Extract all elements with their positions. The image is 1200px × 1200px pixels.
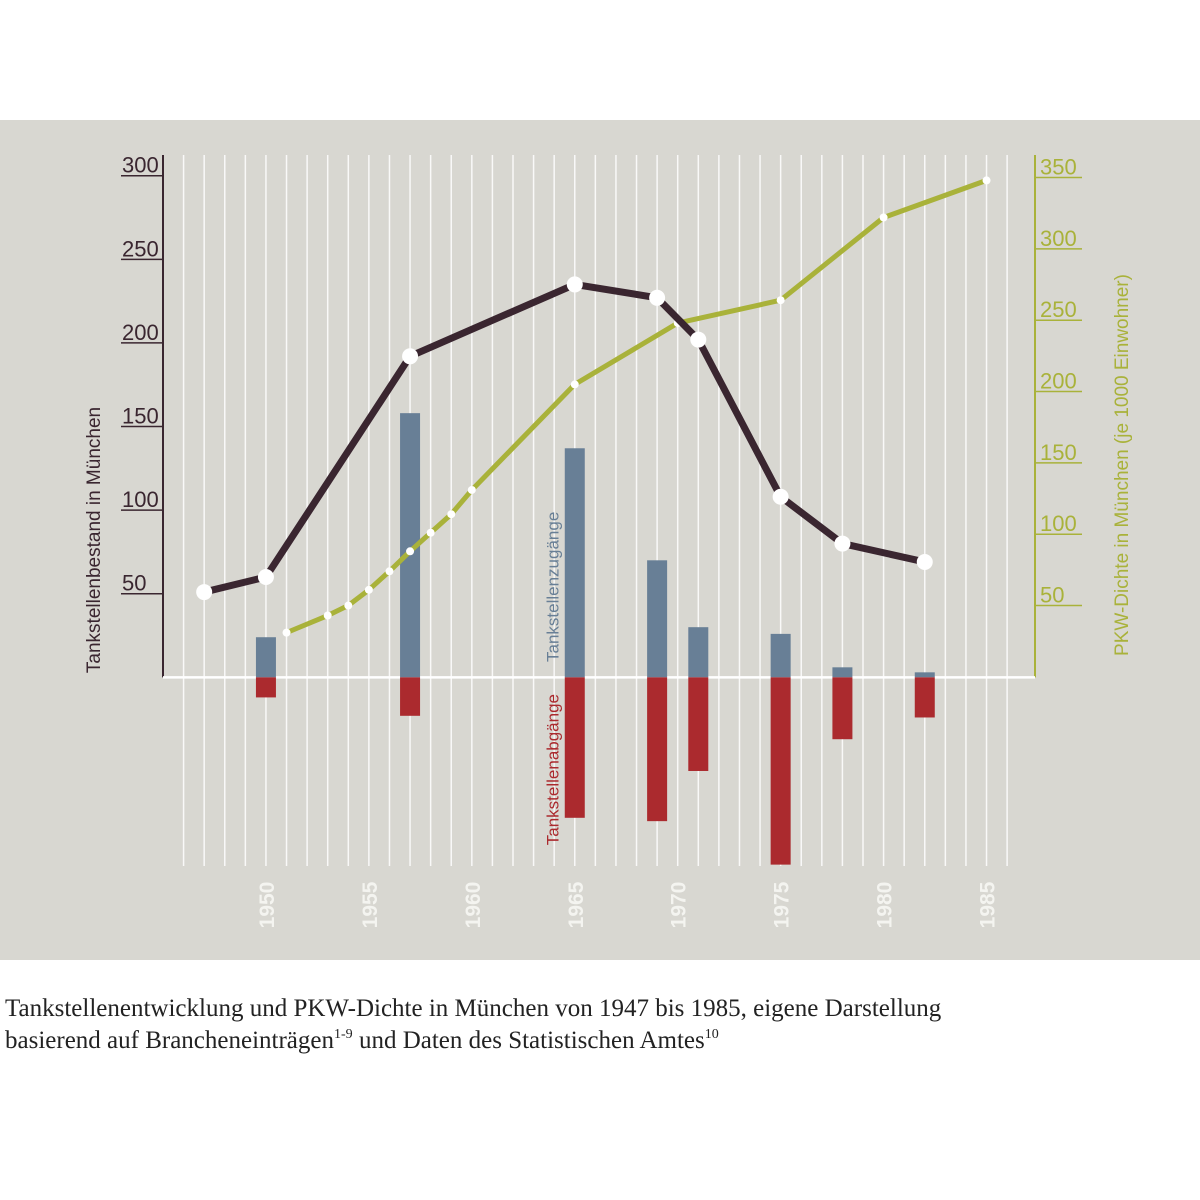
series-label: Tankstellenzugänge [543, 512, 562, 662]
point [364, 585, 373, 594]
point [834, 535, 851, 552]
bar [564, 448, 585, 678]
bar [832, 667, 853, 678]
point [690, 331, 707, 348]
caption: basierend auf Brancheneinträgen1-9 und D… [5, 1027, 719, 1054]
line [285, 178, 988, 635]
x-tick-label: 1970 [668, 882, 691, 929]
point [982, 176, 991, 185]
y2-tick-label: 300 [1040, 226, 1077, 251]
chart-background [0, 120, 1200, 960]
point [282, 628, 291, 637]
bar [564, 677, 585, 818]
bar [688, 677, 709, 771]
y-tick-label: 200 [122, 320, 159, 345]
bar [255, 637, 276, 678]
caption-text: und Daten des Statistischen Amtes [353, 1027, 705, 1054]
point [257, 569, 274, 586]
y2-axis-title: PKW-Dichte in München (je 1000 Einwohner… [1112, 274, 1133, 656]
point [426, 528, 435, 537]
point [649, 289, 666, 306]
bar [400, 413, 421, 678]
point [566, 276, 583, 293]
y-tick-label: 50 [122, 571, 146, 596]
point [402, 348, 419, 365]
bar [914, 677, 935, 718]
caption: Tankstellenentwicklung und PKW-Dichte in… [5, 995, 942, 1022]
y-tick-label: 150 [122, 404, 159, 429]
point [406, 547, 415, 556]
y2-tick-label: 350 [1040, 155, 1077, 180]
point [323, 611, 332, 620]
y2-tick-label: 200 [1040, 369, 1077, 394]
x-tick-label: 1955 [359, 881, 382, 928]
bar [255, 677, 276, 698]
x-tick-label: 1950 [256, 882, 279, 929]
bar [832, 677, 853, 740]
bar [770, 633, 791, 678]
point [879, 213, 888, 222]
y2-tick-label: 50 [1040, 583, 1064, 608]
bar [647, 677, 668, 822]
point [385, 567, 394, 576]
point [570, 380, 579, 389]
x-tick-label: 1975 [771, 881, 794, 928]
point [776, 296, 785, 305]
bar [770, 677, 791, 865]
caption-sup: 10 [705, 1027, 719, 1042]
point [196, 584, 213, 601]
x-tick-label: 1980 [874, 882, 897, 929]
point [467, 485, 476, 494]
y-axis-title: Tankstellenbestand in München [84, 407, 105, 673]
bar [688, 627, 709, 678]
x-tick-label: 1965 [565, 881, 588, 928]
bar [400, 677, 421, 716]
series-label: Tankstellenabgänge [543, 694, 562, 845]
y2-tick-label: 150 [1040, 440, 1077, 465]
bar [914, 672, 935, 678]
point [916, 553, 933, 570]
point [344, 601, 353, 610]
y-tick-label: 300 [122, 153, 159, 178]
x-tick-label: 1985 [977, 881, 1000, 928]
x-tick-label: 1960 [462, 882, 485, 929]
caption-sup: 1-9 [334, 1027, 353, 1042]
point [447, 510, 456, 519]
y-tick-label: 250 [122, 236, 159, 261]
point [772, 488, 789, 505]
y2-tick-label: 100 [1040, 511, 1077, 536]
caption-text: basierend auf Brancheneinträgen [5, 1027, 335, 1054]
bar [647, 560, 668, 678]
y-tick-label: 100 [122, 487, 159, 512]
y2-tick-label: 250 [1040, 297, 1077, 322]
